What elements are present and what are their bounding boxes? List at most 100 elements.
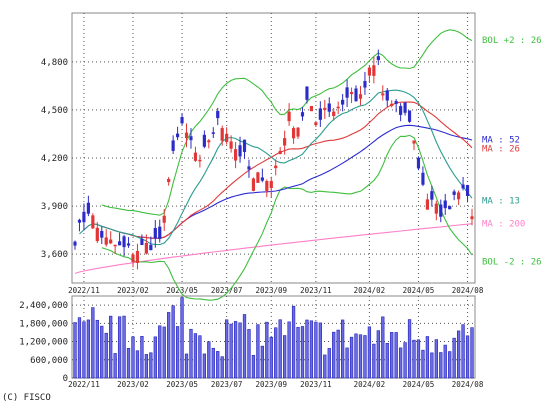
volume-bar [416,339,421,379]
candle-body [104,237,108,245]
candle-body [144,243,148,254]
volume-bar [122,315,126,379]
candle-body [149,244,153,251]
candle-body [167,178,171,183]
volume-x-tick-label: 2023/09 [255,380,287,389]
price-frame [71,12,476,284]
volume-bar [265,321,269,379]
candle-body [394,101,398,104]
candle-body [171,140,175,151]
volume-bar [363,335,367,379]
candle-body [349,92,354,95]
candle-body [452,191,456,195]
volume-bar [131,336,135,379]
bollinger-upper-line [101,29,473,216]
candle-body [109,239,113,244]
volume-bar [269,336,273,379]
volume-bar [341,319,345,379]
volume-bar [448,351,452,379]
volume-bar [198,335,202,379]
volume-bar [251,355,256,379]
candle-body [457,192,461,200]
volume-bar [385,342,389,379]
volume-bar [376,330,380,379]
candle-body [318,108,322,120]
candle-body [269,180,273,188]
price-y-tick-label: 4,500 [41,106,68,116]
volume-bar [291,305,296,379]
volume-y-tick-label: 0 [63,374,68,384]
price-x-tick-label: 2024/05 [403,286,435,295]
candle-body [180,117,184,124]
volume-bar [189,328,193,379]
candle-body [274,165,278,169]
candle-body [86,202,90,214]
candle-body [91,215,95,229]
volume-panel: 2022/11 2023/02 2023/05 2023/07 2023/09 2023/… [19,295,484,389]
volume-bar [149,352,153,379]
volume-bar [184,353,189,379]
volume-bar [126,348,131,379]
series-label: MA : 13 [482,196,520,206]
candle-body [265,181,269,191]
candle-body [403,102,407,113]
candle-body [211,132,215,134]
volume-bar [421,349,425,379]
volume-bar [336,329,340,379]
volume-bar [314,321,318,379]
candle-body [77,219,82,223]
candle-body [278,150,282,155]
volume-bar [345,347,349,379]
volume-bar [407,319,412,379]
candle-body [421,172,425,185]
volume-bar [274,327,278,379]
volume-y-tick-label: 2,400,000 [19,301,68,311]
volume-bar [171,305,175,379]
series-label: BOL -2 : 26 [482,257,542,267]
volume-bar [443,344,447,379]
volume-bar [296,327,300,379]
price-y-tick-label: 4,200 [41,154,68,164]
ma200-line [74,223,473,274]
volume-x-tick-label: 2024/08 [452,380,484,389]
candle-body [242,139,247,152]
volume-bar [349,336,354,379]
volume-x-tick-label: 2024/02 [354,380,386,389]
volume-bar [403,342,407,379]
candle-body [336,106,340,109]
price-x-tick-label: 2023/05 [166,286,198,295]
volume-bar [465,335,470,379]
candle-body [216,111,220,119]
candle-body [256,172,260,183]
candle-body [332,111,336,117]
candle-body [390,103,394,106]
candle-body [189,136,193,141]
candle-body [296,127,300,137]
price-x-tick-label: 2023/07 [211,286,243,295]
volume-bar [167,312,171,379]
volume-bar [300,326,305,379]
candle-body [425,199,429,210]
candle-body [184,132,189,138]
volume-bar [283,335,287,379]
volume-bar [140,335,144,379]
price-x-tick-label: 2024/08 [452,286,484,295]
candle-body [430,191,434,200]
bollinger-lower-line [101,134,473,301]
volume-bar [162,326,166,379]
candle-body [207,140,211,143]
candle-body [465,185,470,196]
candle-body [287,111,291,122]
candle-body [439,204,443,217]
volume-bar [207,341,211,379]
volume-bar [73,322,77,379]
candle-body [385,90,389,101]
volume-bar [233,321,238,379]
candle-body [399,106,403,115]
volume-bar [91,307,95,379]
copyright-text: (C) FISCO [2,393,51,403]
candle-body [412,140,416,144]
volume-bar [332,331,336,379]
candle-body [416,157,421,169]
